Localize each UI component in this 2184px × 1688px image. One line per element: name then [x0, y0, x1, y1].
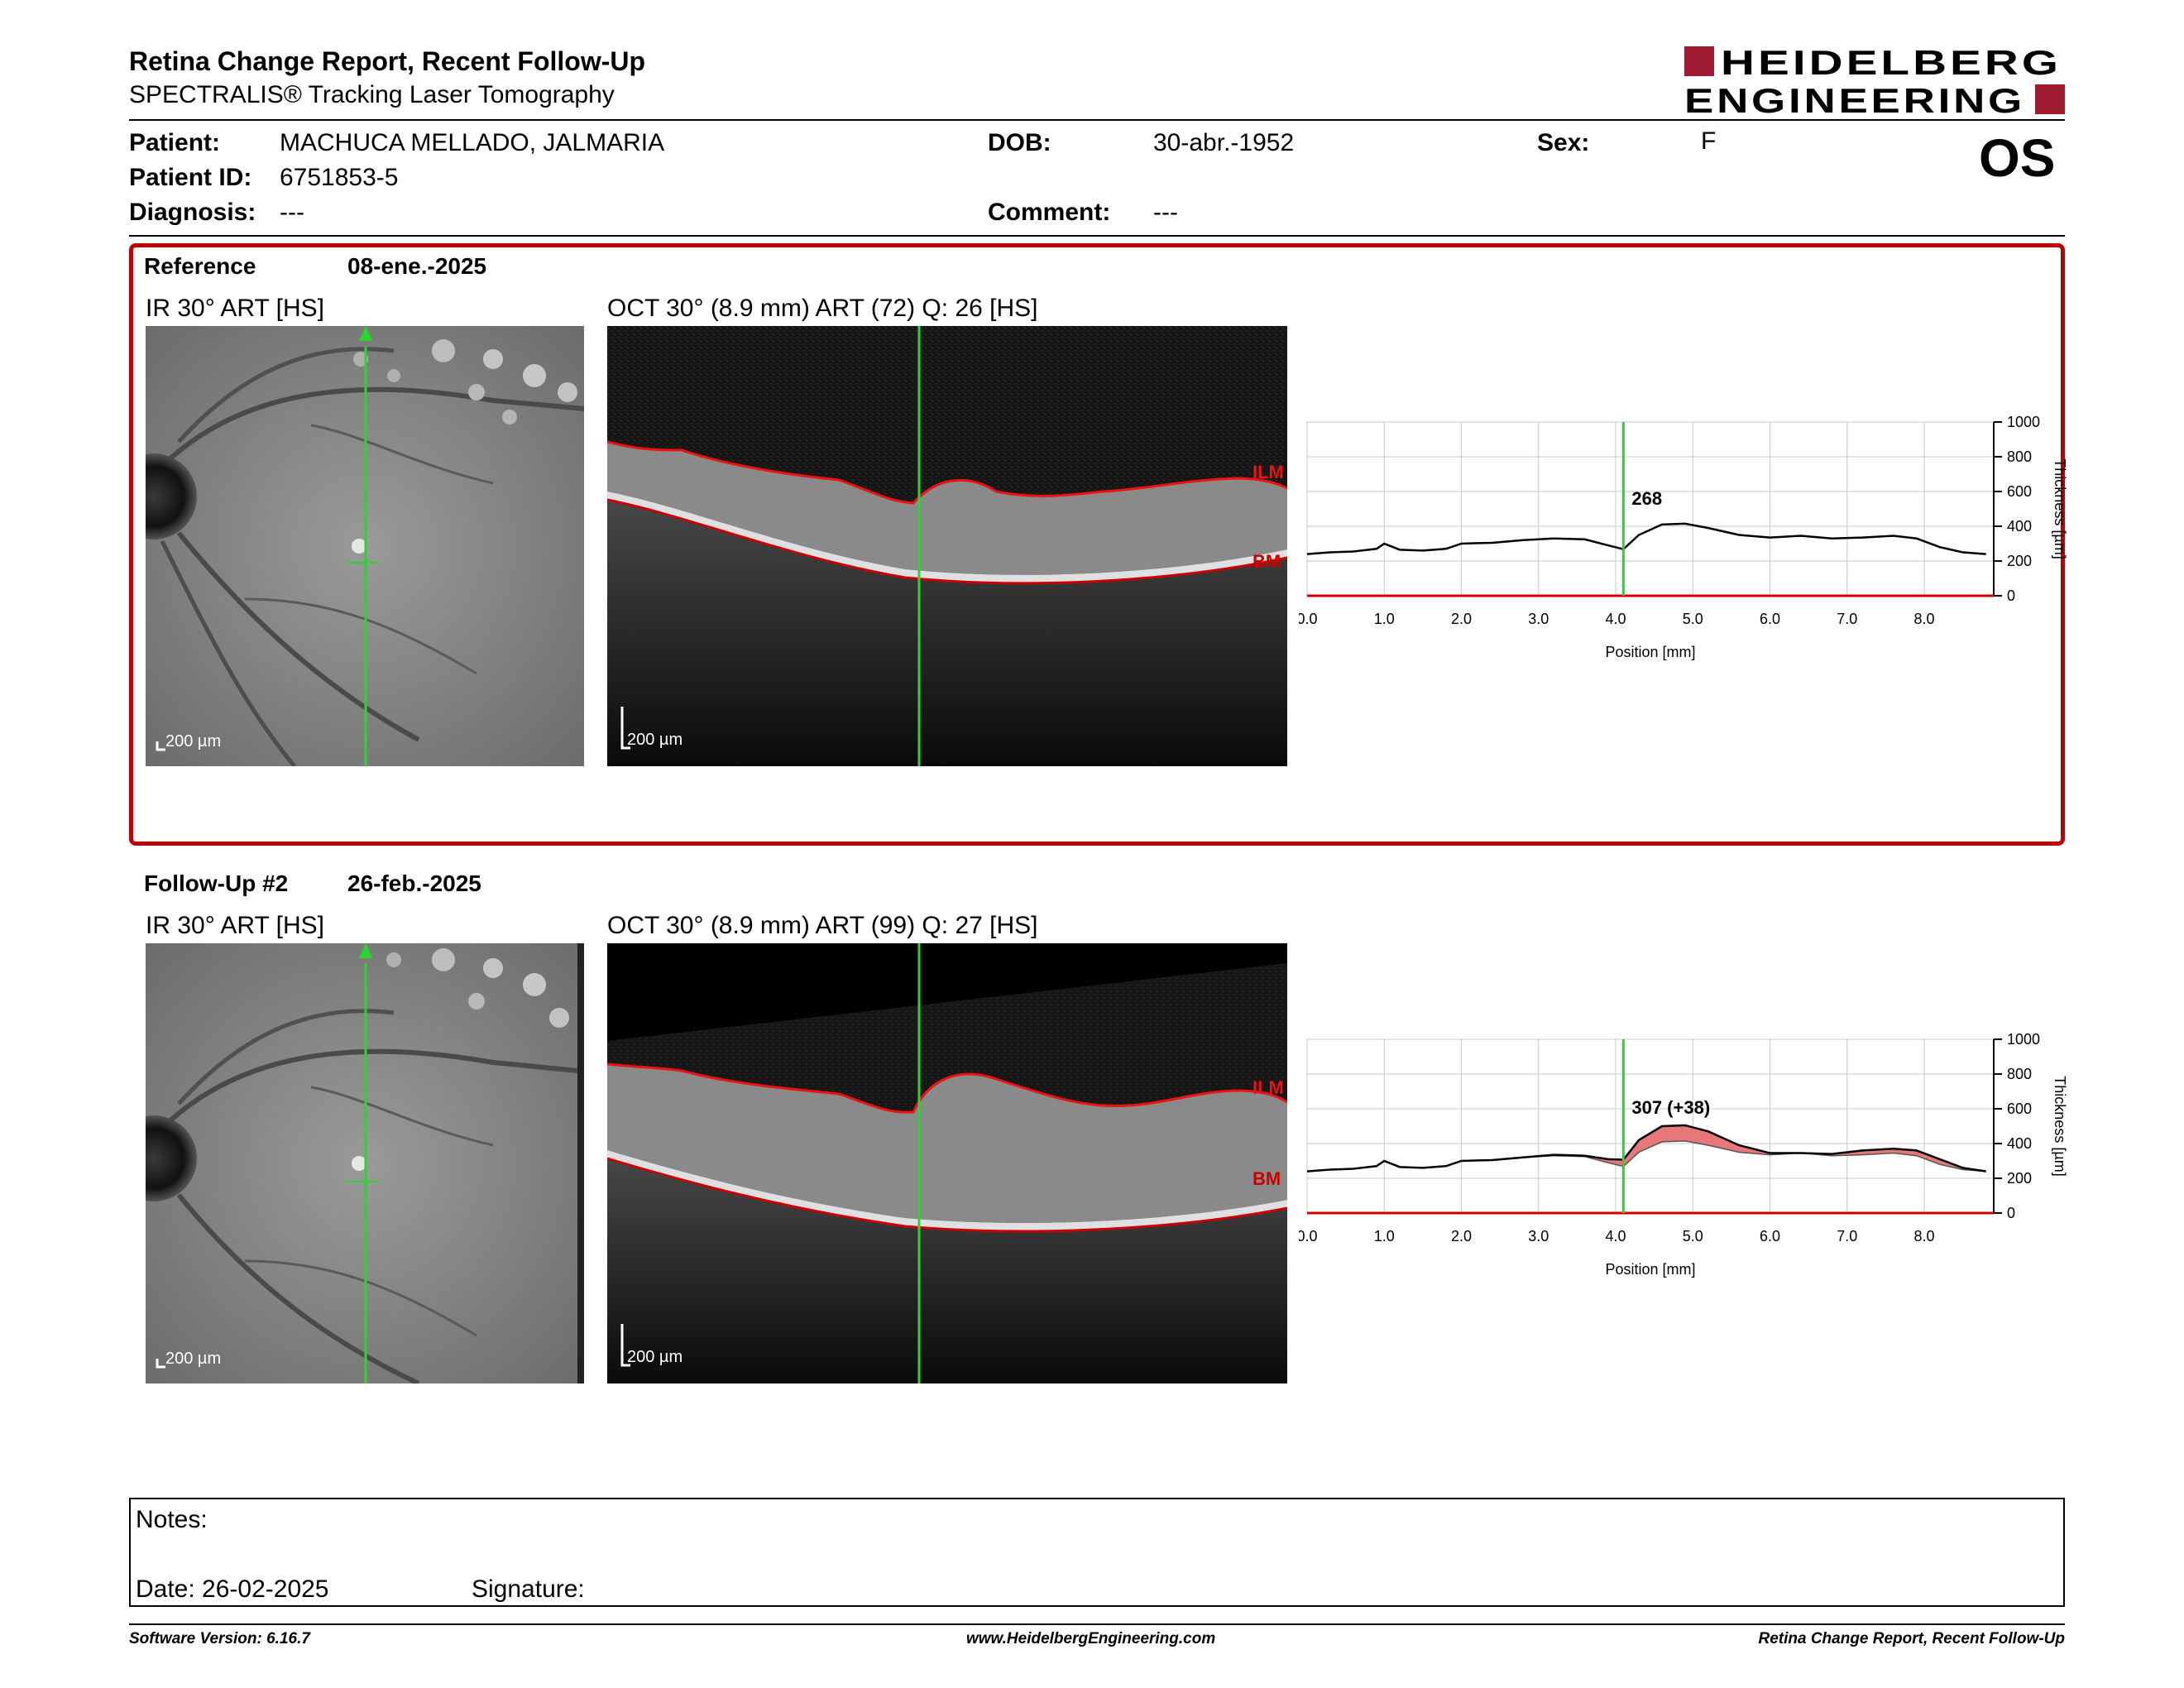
- chart-ylabel: Thickness [µm]: [2052, 1076, 2068, 1176]
- chart-xlabel: Position [mm]: [1605, 644, 1695, 660]
- logo-line2: ENGINEERING: [1684, 81, 2025, 117]
- chart-ytick-label: 1000: [2007, 414, 2040, 430]
- chart-xtick-label: 4.0: [1606, 1228, 1626, 1244]
- patient-id: 6751853-5: [280, 164, 399, 191]
- patient-label: Patient:: [129, 129, 221, 156]
- reference-bm-label: BM: [1252, 551, 1281, 572]
- notes-date: Date: 26-02-2025: [136, 1575, 329, 1603]
- chart-xtick-label: 1.0: [1374, 611, 1395, 627]
- chart-xtick-label: 7.0: [1837, 611, 1857, 627]
- followup-oct-scale: 200 µm: [627, 1348, 682, 1366]
- footer-report-name: Retina Change Report, Recent Follow-Up: [1758, 1630, 2065, 1647]
- followup-oct-bscan-image[interactable]: ILM BM 200 µm: [607, 943, 1287, 1383]
- chart-ytick-label: 0: [2007, 1205, 2015, 1221]
- reference-panel: [129, 243, 2065, 846]
- reference-oct-title: OCT 30° (8.9 mm) ART (72) Q: 26 [HS]: [607, 295, 1038, 322]
- footer-divider: [129, 1623, 2065, 1625]
- chart-ytick-label: 200: [2007, 1170, 2032, 1187]
- chart-xtick-label: 2.0: [1451, 1228, 1472, 1244]
- chart-ytick-label: 400: [2007, 518, 2032, 535]
- chart-xtick-label: 4.0: [1606, 611, 1626, 627]
- chart-xtick-label: 6.0: [1760, 611, 1780, 627]
- heidelberg-logo: HEIDELBERG ENGINEERING: [1684, 45, 2065, 117]
- reference-oct-bscan-image[interactable]: ILM BM 200 µm: [607, 326, 1287, 766]
- chart-ylabel: Thickness [µm]: [2052, 458, 2068, 559]
- chart-xtick-label: 1.0: [1374, 1228, 1395, 1244]
- dob-value: 30-abr.-1952: [1153, 129, 1295, 156]
- reference-ilm-label: ILM: [1252, 462, 1284, 482]
- reference-label: Reference: [144, 253, 256, 279]
- chart-xlabel: Position [mm]: [1605, 1261, 1695, 1278]
- reference-ir-fundus-image[interactable]: 200 µm: [146, 326, 584, 766]
- chart-ytick-label: 800: [2007, 1066, 2032, 1082]
- eye-laterality: OS: [1979, 128, 2056, 188]
- logo-line1: HEIDELBERG: [1721, 45, 2062, 82]
- diagnosis-label: Diagnosis:: [129, 199, 256, 226]
- chart-marker-value: 268: [1631, 488, 1662, 509]
- patient-name: MACHUCA MELLADO, JALMARIA: [280, 129, 665, 156]
- website-link[interactable]: www.HeidelbergEngineering.com: [966, 1630, 1216, 1647]
- comment-value: ---: [1153, 199, 1178, 226]
- diagnosis-value: ---: [280, 199, 304, 226]
- chart-ytick-label: 800: [2007, 448, 2032, 465]
- notes-label: Notes:: [136, 1506, 208, 1533]
- reference-ir-scale: 200 µm: [165, 732, 221, 750]
- header-divider: [129, 119, 2065, 121]
- chart-ytick-label: 400: [2007, 1135, 2032, 1152]
- chart-xtick-label: 7.0: [1837, 1228, 1857, 1244]
- sex-value: F: [1701, 127, 1717, 155]
- followup-oct-title: OCT 30° (8.9 mm) ART (99) Q: 27 [HS]: [607, 912, 1038, 939]
- chart-plot-area: [1306, 1038, 1995, 1214]
- comment-label: Comment:: [988, 199, 1111, 226]
- chart-plot-area: [1306, 421, 1995, 597]
- reference-date: 08-ene.-2025: [347, 253, 487, 279]
- followup-thickness-chart: 0.0 1.0 2.0 3.0 4.0 5.0 6.0 7.0 8.0 0 200 400 600 800…: [1299, 1031, 2068, 1278]
- chart-xtick-label: 3.0: [1528, 611, 1549, 627]
- chart-xtick-label: 8.0: [1914, 611, 1935, 627]
- chart-xtick-label: 0.0: [1299, 611, 1318, 627]
- chart-xtick-label: 2.0: [1451, 611, 1472, 627]
- chart-xtick-label: 0.0: [1299, 1228, 1318, 1244]
- chart-ytick-label: 0: [2007, 587, 2015, 604]
- followup-ir-fundus-image[interactable]: 200 µm: [146, 943, 584, 1383]
- followup-bm-label: BM: [1252, 1168, 1281, 1189]
- sex-label: Sex:: [1537, 129, 1590, 156]
- patient-divider: [129, 235, 2065, 237]
- followup-date: 26-feb.-2025: [347, 870, 481, 896]
- chart-ytick-label: 600: [2007, 1101, 2032, 1117]
- followup-ilm-label: ILM: [1252, 1077, 1284, 1098]
- followup-ir-title: IR 30° ART [HS]: [146, 912, 324, 939]
- chart-ytick-label: 600: [2007, 483, 2032, 500]
- dob-label: DOB:: [988, 129, 1051, 156]
- chart-xtick-label: 5.0: [1683, 1228, 1703, 1244]
- reference-oct-scale: 200 µm: [627, 731, 682, 749]
- chart-ytick-label: 200: [2007, 553, 2032, 569]
- chart-xtick-label: 6.0: [1760, 1228, 1780, 1244]
- chart-ytick-label: 1000: [2007, 1031, 2040, 1048]
- chart-xtick-label: 5.0: [1683, 611, 1703, 627]
- followup-label: Follow-Up #2: [144, 870, 289, 896]
- chart-xtick-label: 8.0: [1914, 1228, 1935, 1244]
- notes-box[interactable]: [129, 1498, 2065, 1607]
- chart-marker-value: 307 (+38): [1631, 1097, 1710, 1118]
- signature-label: Signature:: [472, 1575, 585, 1603]
- patient-id-label: Patient ID:: [129, 164, 252, 191]
- software-version: Software Version: 6.16.7: [129, 1630, 310, 1647]
- report-title: Retina Change Report, Recent Follow-Up: [129, 46, 646, 76]
- report-subtitle: SPECTRALIS® Tracking Laser Tomography: [129, 81, 615, 108]
- followup-ir-scale: 200 µm: [165, 1350, 221, 1368]
- reference-thickness-chart: 0.0 1.0 2.0 3.0 4.0 5.0 6.0 7.0 8.0 0 200 400 600 800…: [1299, 414, 2068, 660]
- chart-xtick-label: 3.0: [1528, 1228, 1549, 1244]
- reference-ir-title: IR 30° ART [HS]: [146, 295, 324, 322]
